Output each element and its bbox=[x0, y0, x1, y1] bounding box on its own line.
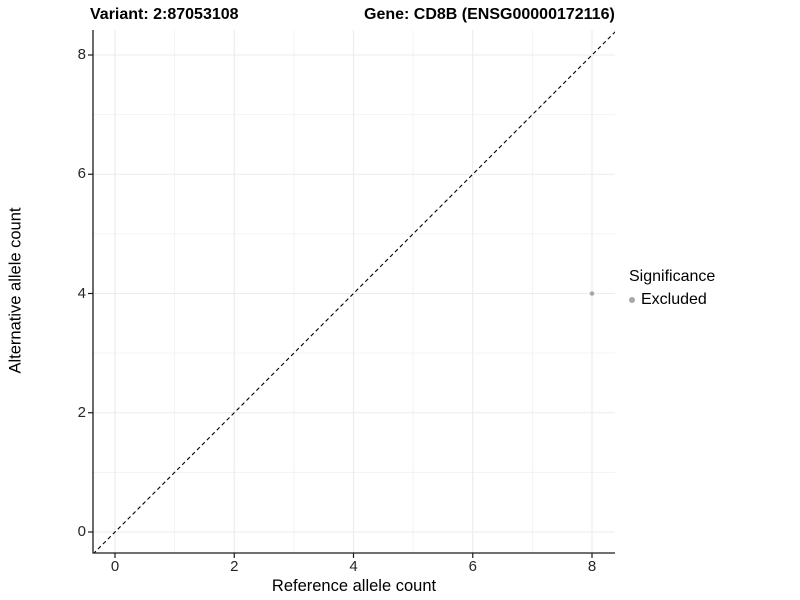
x-tick-label: 8 bbox=[587, 558, 597, 575]
variant-title: Variant: 2:87053108 bbox=[90, 6, 239, 23]
legend-item-label: Excluded bbox=[641, 291, 707, 308]
legend-item-excluded: Excluded bbox=[629, 291, 715, 309]
y-tick-label: 6 bbox=[77, 165, 86, 183]
data-point bbox=[589, 291, 595, 296]
y-tick-label: 4 bbox=[77, 284, 86, 302]
x-axis-title: Reference allele count bbox=[271, 577, 437, 595]
identity-line bbox=[93, 31, 615, 553]
legend-title: Significance bbox=[629, 268, 716, 285]
gene-title: Gene: CD8B (ENSG00000172116) bbox=[364, 6, 615, 23]
legend: Significance Excluded bbox=[629, 268, 715, 309]
x-tick-label: 2 bbox=[230, 558, 239, 575]
y-tick-label: 8 bbox=[77, 46, 86, 63]
excluded-point-icon bbox=[629, 297, 635, 303]
y-tick-label: 2 bbox=[77, 403, 86, 421]
y-tick-label: 0 bbox=[77, 523, 86, 540]
y-axis-title: Alternative allele count bbox=[6, 207, 25, 374]
x-tick-label: 6 bbox=[468, 558, 477, 575]
x-tick-label: 4 bbox=[349, 558, 358, 575]
x-tick-label: 0 bbox=[110, 558, 120, 575]
